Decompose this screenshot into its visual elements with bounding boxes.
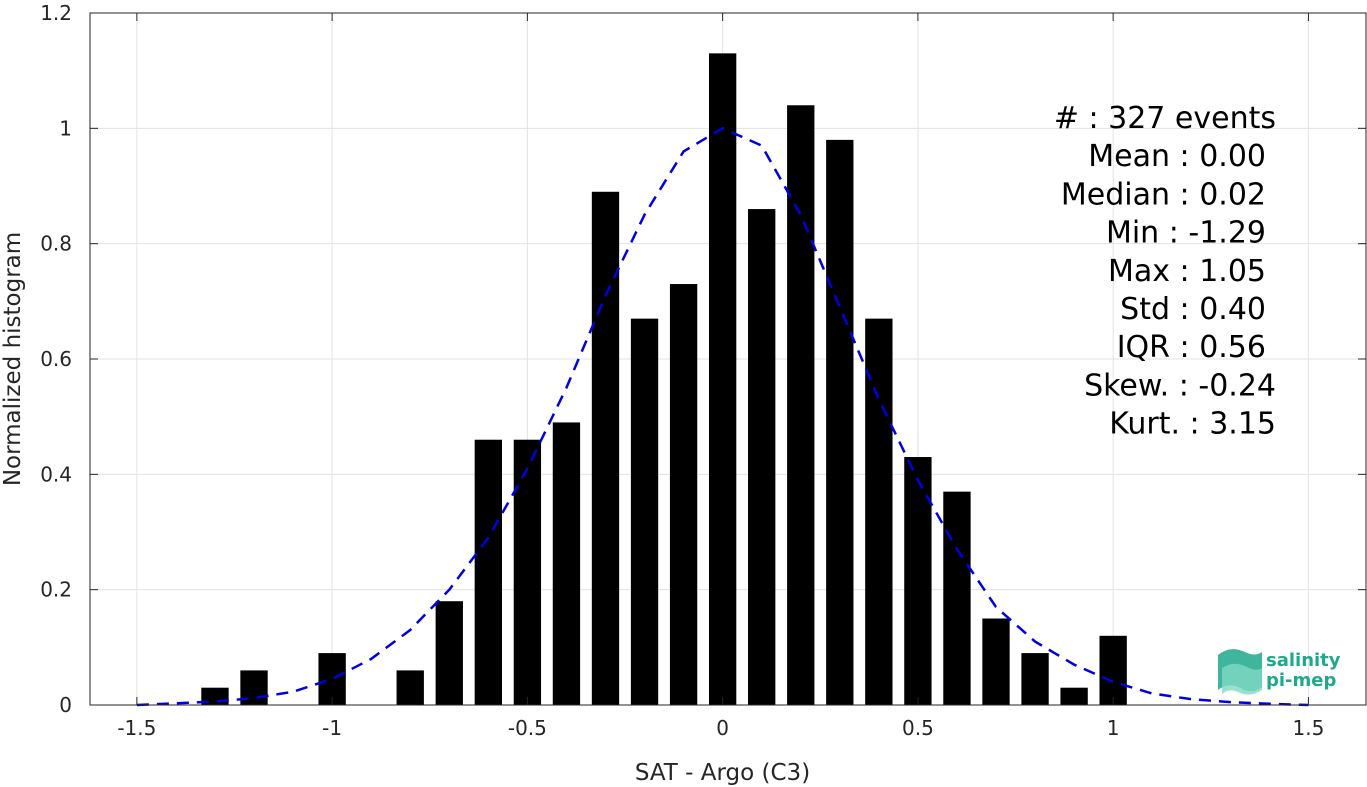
stat-line: Kurt. : 3.15 [1109,407,1276,442]
y-tick-label: 0 [59,693,72,717]
stat-line: Max : 1.05 [1108,254,1266,289]
stat-line: Median : 0.02 [1061,177,1266,212]
normal-fit-curve [136,126,1309,707]
histogram-bar [708,53,737,706]
stat-line: Min : -1.29 [1106,216,1266,251]
histogram-bar [787,105,815,706]
logo-line-1: salinity [1266,650,1341,671]
y-tick-label: 0.8 [40,232,72,256]
logo-line-2: pi-mep [1266,670,1336,691]
y-tick-labels: 0 0.2 0.4 0.6 0.8 1 1.2 [40,1,72,717]
stat-line: Mean : 0.00 [1088,139,1266,174]
stat-line: Std : 0.40 [1120,292,1266,327]
x-tick-labels: -1.5 -1 -0.5 0 0.5 1 1.5 [117,716,1324,740]
histogram-bar [630,318,659,705]
histogram-bar [865,318,893,705]
salinity-pi-mep-logo: salinity pi-mep [1218,649,1341,695]
y-axis-label: Normalized histogram [0,232,26,486]
histogram-bar [513,439,542,705]
stat-line: Skew. : -0.24 [1084,368,1276,403]
x-tick-label: 0.5 [902,716,934,740]
histogram-bar [318,653,346,705]
histogram-bar [474,439,502,705]
histogram-bar [904,457,932,705]
y-tick-label: 0.4 [40,462,72,486]
x-axis-label: SAT - Argo (C3) [635,760,810,786]
x-tick-label: 1.5 [1293,716,1325,740]
stat-line: # : 327 events [1054,101,1276,136]
logo-wave-icon-layer [1222,663,1262,695]
histogram-bar [1021,653,1049,705]
histogram-bars [201,53,1127,706]
x-tick-label: -0.5 [508,716,547,740]
histogram-bar [943,491,971,705]
y-tick-label: 1.2 [40,1,72,25]
x-tick-label: 1 [1107,716,1120,740]
histogram-bar [826,139,854,705]
y-tick-label: 0.6 [40,347,72,371]
histogram-bar [1099,635,1127,705]
x-tick-label: -1 [322,716,342,740]
histogram-bar [552,422,581,705]
histogram-bar [591,191,620,705]
histogram-bar [982,618,1010,705]
histogram-bar [435,601,463,705]
y-tick-label: 0.2 [40,578,72,602]
stat-line: IQR : 0.56 [1117,330,1266,365]
x-tick-label: -1.5 [117,716,156,740]
axis-ticks [90,12,1366,706]
y-tick-label: 1 [59,116,72,140]
histogram-bar [1060,687,1088,705]
histogram-bar [396,670,424,705]
histogram-bar [748,209,776,706]
histogram-bar [669,284,698,705]
x-tick-label: 0 [716,716,729,740]
